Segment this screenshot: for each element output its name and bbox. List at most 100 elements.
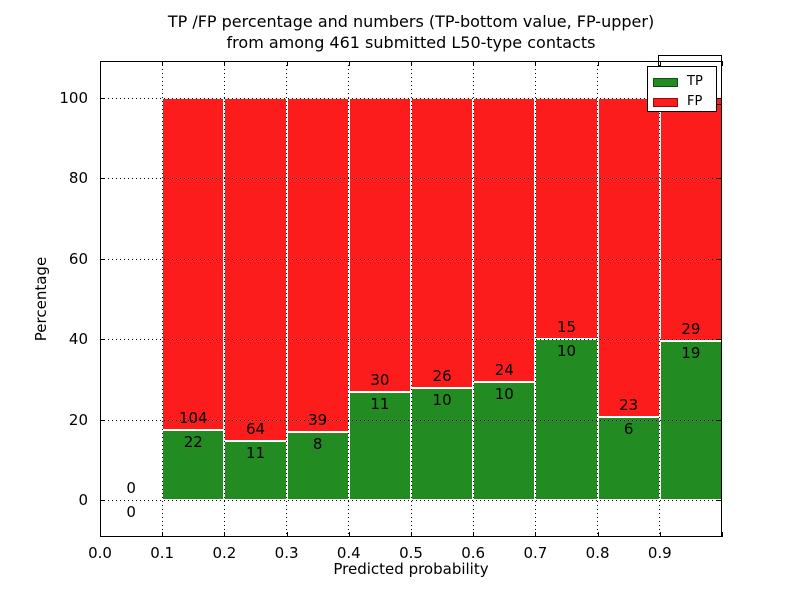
tick-mark-y-right — [717, 178, 722, 180]
chart-title-line2: from among 461 submitted L50-type contac… — [226, 33, 596, 52]
legend-swatch-fp — [653, 97, 678, 107]
y-axis-label: Percentage — [32, 256, 50, 342]
bar-segment-fp — [348, 98, 411, 393]
gridline-x — [410, 61, 412, 537]
plot-area: 0 0 104 22 64 11 39 8 30 11 26 10 24 10 15 10 23 6 29 19 — [100, 61, 723, 537]
annotation-tp-count: 11 — [370, 395, 390, 414]
x-tick-label: 0.6 — [461, 544, 486, 562]
annotation-fp-count: 39 — [308, 410, 328, 429]
legend-swatch-tp — [653, 77, 678, 87]
annotation-tp-count: 11 — [245, 444, 266, 463]
bar-segment-tp — [411, 388, 474, 500]
annotation-tp-count: 10 — [556, 342, 577, 361]
bar-segment-fp — [162, 98, 225, 430]
tick-mark-x-bottom — [411, 532, 412, 537]
tick-mark-x-bottom — [722, 532, 723, 537]
tick-mark-x-top — [348, 61, 350, 66]
y-tick-label: 60 — [68, 249, 88, 268]
y-tick-label: 80 — [68, 169, 88, 188]
gridline-x — [161, 61, 163, 537]
gridline-y — [100, 500, 722, 501]
x-tick-label: 0.7 — [523, 544, 548, 562]
gridline-y — [100, 258, 722, 260]
bar-segment-tp — [473, 381, 536, 500]
annotation-tp-count: 19 — [681, 343, 701, 362]
tick-mark-y-left — [100, 178, 105, 180]
gridline-x — [286, 61, 288, 537]
bar-segment-tp — [286, 431, 349, 500]
tick-mark-x-top — [535, 61, 537, 66]
bar-segment-tp — [162, 429, 225, 500]
bar-segment-tp — [535, 339, 598, 500]
tick-mark-y-right — [717, 258, 722, 260]
tick-mark-y-right — [717, 419, 722, 421]
annotation-fp-count: 30 — [370, 371, 390, 390]
x-tick-label: 0.3 — [274, 544, 299, 562]
bar-segment-tp — [224, 441, 287, 500]
gridline-y — [100, 339, 722, 341]
tick-mark-y-right — [717, 500, 722, 501]
tick-mark-x-top — [473, 61, 475, 66]
y-tick-label: 20 — [68, 410, 88, 429]
x-tick-label: 0.2 — [212, 544, 237, 562]
legend-label-tp: TP — [687, 74, 703, 89]
legend-label-fp: FP — [687, 94, 703, 109]
bar-segment-fp — [224, 98, 287, 442]
gridline-y — [100, 178, 722, 180]
tick-mark-x-top — [597, 61, 599, 66]
tick-mark-x-top — [162, 61, 164, 66]
bar-segment-fp — [473, 98, 536, 382]
bar-segment-tp — [597, 416, 660, 500]
x-tick-label: 0.1 — [150, 544, 175, 562]
tick-mark-y-left — [100, 500, 105, 501]
gridline-y — [100, 419, 722, 421]
bar-segment-tp — [348, 392, 411, 500]
y-tick-label: 100 — [59, 89, 88, 107]
chart-title-line1: TP /FP percentage and numbers (TP-bottom… — [167, 12, 655, 31]
tick-marks-layer — [100, 61, 723, 537]
gridline-x — [534, 61, 536, 537]
annotation-tp-count: 22 — [183, 432, 203, 451]
annotation-fp-count: 23 — [619, 395, 639, 414]
gridline-x — [348, 61, 350, 537]
x-tick-label: 0.4 — [336, 544, 361, 562]
tick-mark-y-right — [717, 339, 722, 341]
tick-mark-y-right — [717, 98, 722, 99]
tick-mark-x-bottom — [473, 532, 475, 537]
bar-segment-fp — [535, 98, 598, 340]
tick-mark-x-top — [411, 61, 412, 66]
tick-mark-y-left — [100, 419, 105, 421]
bar-segment-fp — [286, 98, 349, 432]
annotation-tp-count: 6 — [623, 419, 634, 438]
x-tick-label: 0.0 — [88, 544, 112, 562]
annotation-tp-count: 0 — [126, 503, 136, 521]
bar-annotations-layer: 0 0 104 22 64 11 39 8 30 11 26 10 24 10 15 10 23 6 29 19 — [100, 61, 722, 537]
tick-mark-x-top — [224, 61, 226, 66]
tick-mark-x-bottom — [286, 532, 288, 537]
tick-mark-x-bottom — [535, 532, 537, 537]
tick-mark-y-left — [100, 339, 105, 341]
tick-mark-x-top — [100, 61, 101, 66]
annotation-fp-count: 26 — [432, 367, 452, 386]
annotation-fp-count: 104 — [178, 408, 208, 427]
gridline-x — [597, 61, 599, 537]
x-tick-label: 0.5 — [399, 544, 423, 562]
bars-layer — [100, 61, 722, 537]
tick-mark-x-bottom — [162, 532, 164, 537]
gridline-x — [223, 61, 225, 537]
tick-mark-x-bottom — [597, 532, 599, 537]
annotation-tp-count: 10 — [432, 391, 452, 410]
legend: TP FP — [647, 66, 717, 112]
tick-mark-x-top — [286, 61, 288, 66]
tick-mark-x-bottom — [224, 532, 226, 537]
x-tick-label: 0.9 — [647, 544, 672, 562]
annotation-tp-count: 10 — [494, 384, 514, 403]
grid-layer — [100, 61, 722, 537]
tick-mark-y-left — [100, 258, 105, 260]
annotation-tp-count: 8 — [312, 434, 323, 453]
tick-mark-x-bottom — [100, 532, 101, 537]
tick-mark-x-top — [722, 61, 723, 66]
gridline-y — [100, 98, 722, 99]
x-tick-label: 0.8 — [585, 544, 610, 562]
annotation-fp-count: 0 — [126, 479, 136, 497]
